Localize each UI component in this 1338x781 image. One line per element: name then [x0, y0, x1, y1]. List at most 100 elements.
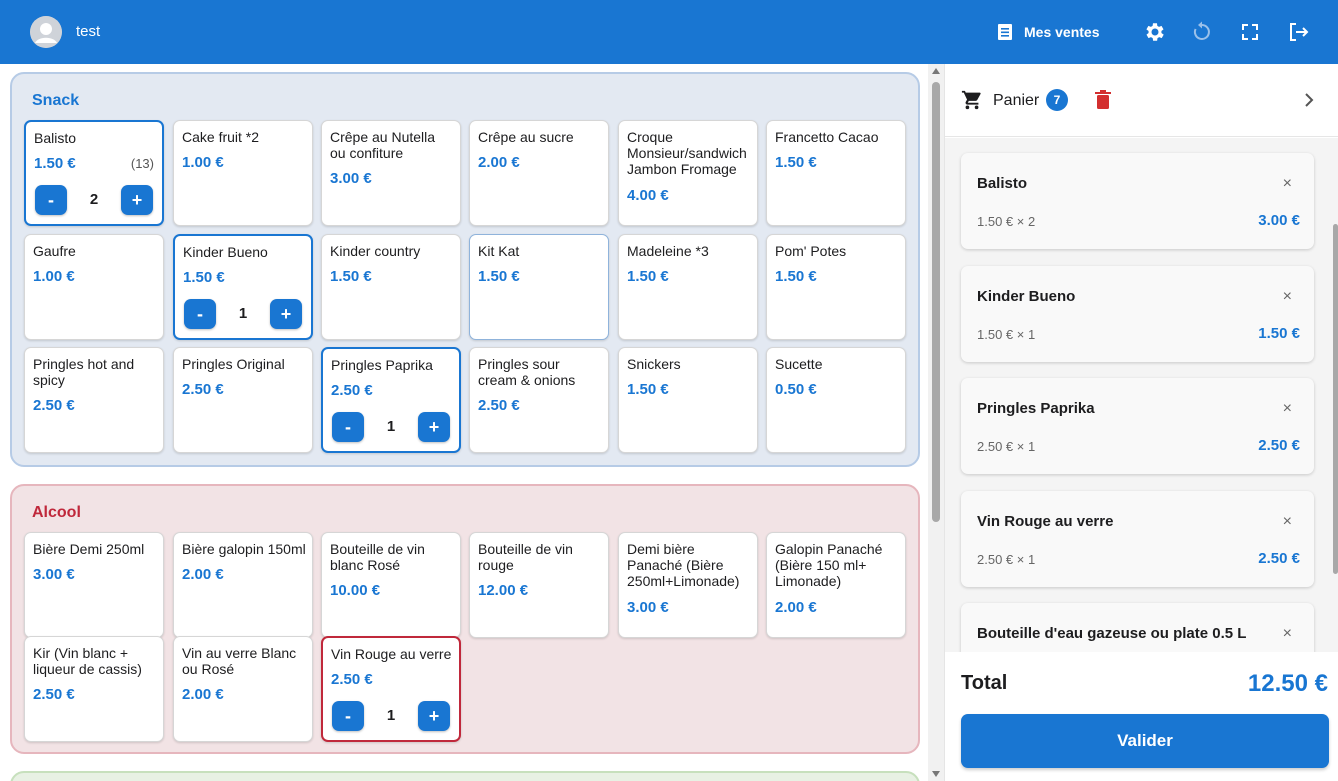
- quantity-value: 1: [386, 418, 396, 435]
- product-price: 1.50 €: [627, 268, 669, 285]
- product-card[interactable]: Bouteille de vin blanc Rosé 10.00 €: [321, 532, 461, 638]
- cart-item-unit: 2.50 € × 1: [977, 552, 1036, 567]
- product-price: 1.50 €: [775, 268, 817, 285]
- product-name: Galopin Panaché (Bière 150 ml+ Limonade): [775, 541, 883, 589]
- product-name: Sucette: [775, 356, 823, 372]
- product-price: 3.00 €: [627, 599, 669, 616]
- remove-item-button[interactable]: ×: [1282, 288, 1292, 305]
- product-name: Demi bière Panaché (Bière 250ml+Limonade…: [627, 541, 740, 589]
- total-value: 12.50 €: [1247, 670, 1328, 697]
- product-card[interactable]: Pringles Original 2.50 €: [173, 347, 313, 453]
- cart-item-total: 2.50 €: [1258, 550, 1300, 567]
- product-card[interactable]: Demi bière Panaché (Bière 250ml+Limonade…: [618, 532, 758, 638]
- product-price: 1.00 €: [182, 154, 224, 171]
- user-avatar-icon[interactable]: [30, 16, 62, 48]
- section-title: Alcool: [32, 504, 81, 521]
- product-card[interactable]: Sucette 0.50 €: [766, 347, 906, 453]
- shopping-cart-icon: [961, 89, 983, 116]
- product-card[interactable]: Pom' Potes 1.50 €: [766, 234, 906, 340]
- app-bar: test Mes ventes: [0, 0, 1338, 64]
- increase-button[interactable]: +: [270, 299, 302, 329]
- product-card[interactable]: Crêpe au sucre 2.00 €: [469, 120, 609, 226]
- scroll-up-icon[interactable]: [932, 68, 940, 74]
- product-card[interactable]: Vin au verre Blanc ou Rosé 2.00 €: [173, 636, 313, 742]
- product-name: Kinder country: [330, 243, 421, 259]
- product-card[interactable]: Vin Rouge au verre 2.50 € - 1 +: [321, 636, 461, 742]
- cart-item-unit: 1.50 € × 1: [977, 327, 1036, 342]
- product-name: Pom' Potes: [775, 243, 847, 259]
- product-card[interactable]: Pringles sour cream & onions 2.50 €: [469, 347, 609, 453]
- product-card[interactable]: Galopin Panaché (Bière 150 ml+ Limonade)…: [766, 532, 906, 638]
- product-card[interactable]: Madeleine *3 1.50 €: [618, 234, 758, 340]
- validate-button[interactable]: Valider: [961, 714, 1329, 768]
- receipt-icon: [996, 23, 1014, 41]
- section-snack: Snack Balisto 1.50 € (13) - 2 + Cake fru…: [10, 72, 920, 467]
- product-card[interactable]: Crêpe au Nutella ou confiture 3.00 €: [321, 120, 461, 226]
- product-price: 1.50 €: [183, 269, 225, 286]
- remove-item-button[interactable]: ×: [1282, 625, 1292, 642]
- product-card[interactable]: Francetto Cacao 1.50 €: [766, 120, 906, 226]
- product-card[interactable]: Cake fruit *2 1.00 €: [173, 120, 313, 226]
- product-card[interactable]: Gaufre 1.00 €: [24, 234, 164, 340]
- decrease-button[interactable]: -: [35, 185, 67, 215]
- product-price: 4.00 €: [627, 187, 669, 204]
- cart-scrollbar[interactable]: [1331, 212, 1338, 652]
- username: test: [76, 23, 101, 40]
- product-card[interactable]: Kinder Bueno 1.50 € - 1 +: [173, 234, 313, 340]
- product-card[interactable]: Kit Kat 1.50 €: [469, 234, 609, 340]
- increase-button[interactable]: +: [418, 701, 450, 731]
- decrease-button[interactable]: -: [332, 701, 364, 731]
- cart-item-total: 3.00 €: [1258, 212, 1300, 229]
- product-card[interactable]: Snickers 1.50 €: [618, 347, 758, 453]
- product-scrollbar[interactable]: [928, 64, 944, 781]
- decrease-button[interactable]: -: [184, 299, 216, 329]
- product-card[interactable]: Balisto 1.50 € (13) - 2 +: [24, 120, 164, 226]
- product-card[interactable]: Bière Demi 250ml 3.00 €: [24, 532, 164, 638]
- settings-button[interactable]: [1142, 16, 1166, 48]
- product-price: 1.50 €: [478, 268, 520, 285]
- cart-item: Pringles Paprika × 2.50 € × 1 2.50 €: [961, 378, 1314, 474]
- section-next: [10, 771, 920, 781]
- product-area: Snack Balisto 1.50 € (13) - 2 + Cake fru…: [0, 64, 944, 781]
- refresh-button[interactable]: [1190, 16, 1214, 48]
- product-price: 2.00 €: [182, 686, 224, 703]
- product-price: 1.50 €: [34, 155, 76, 172]
- cart-item-name: Pringles Paprika: [977, 400, 1095, 417]
- scrollbar-thumb[interactable]: [932, 82, 940, 522]
- product-card[interactable]: Pringles Paprika 2.50 € - 1 +: [321, 347, 461, 453]
- cart-item-unit: 1.50 € × 2: [977, 214, 1036, 229]
- product-card[interactable]: Pringles hot and spicy 2.50 €: [24, 347, 164, 453]
- quantity-value: 1: [386, 707, 396, 724]
- fullscreen-button[interactable]: [1238, 16, 1262, 48]
- product-price: 1.00 €: [33, 268, 75, 285]
- scrollbar-thumb[interactable]: [1333, 224, 1338, 574]
- cart-item-list: Balisto × 1.50 € × 2 3.00 € Kinder Bueno…: [945, 138, 1338, 652]
- decrease-button[interactable]: -: [332, 412, 364, 442]
- remove-item-button[interactable]: ×: [1282, 400, 1292, 417]
- chevron-right-icon[interactable]: [1299, 90, 1319, 115]
- scroll-down-icon[interactable]: [932, 771, 940, 777]
- product-card[interactable]: Croque Monsieur/sandwich Jambon Fromage …: [618, 120, 758, 226]
- product-card[interactable]: Kir (Vin blanc + liqueur de cassis) 2.50…: [24, 636, 164, 742]
- product-price: 12.00 €: [478, 582, 529, 599]
- logout-button[interactable]: [1286, 16, 1310, 48]
- section-title: Snack: [32, 92, 80, 109]
- product-name: Pringles sour cream & onions: [478, 356, 576, 388]
- product-card[interactable]: Bouteille de vin rouge 12.00 €: [469, 532, 609, 638]
- remove-item-button[interactable]: ×: [1282, 175, 1292, 192]
- increase-button[interactable]: +: [121, 185, 153, 215]
- trash-icon[interactable]: [1093, 89, 1113, 116]
- my-sales-label: Mes ventes: [1024, 24, 1100, 40]
- increase-button[interactable]: +: [418, 412, 450, 442]
- fullscreen-icon: [1238, 20, 1262, 44]
- product-card[interactable]: Kinder country 1.50 €: [321, 234, 461, 340]
- remove-item-button[interactable]: ×: [1282, 513, 1292, 530]
- product-name: Kinder Bueno: [183, 244, 268, 260]
- cart-item-name: Vin Rouge au verre: [977, 513, 1114, 530]
- product-card[interactable]: Bière galopin 150ml 2.00 €: [173, 532, 313, 638]
- my-sales-button[interactable]: Mes ventes: [996, 16, 1099, 48]
- product-name: Pringles Original: [182, 356, 285, 372]
- product-name: Gaufre: [33, 243, 76, 259]
- product-name: Snickers: [627, 356, 681, 372]
- product-name: Bière galopin 150ml: [182, 541, 306, 557]
